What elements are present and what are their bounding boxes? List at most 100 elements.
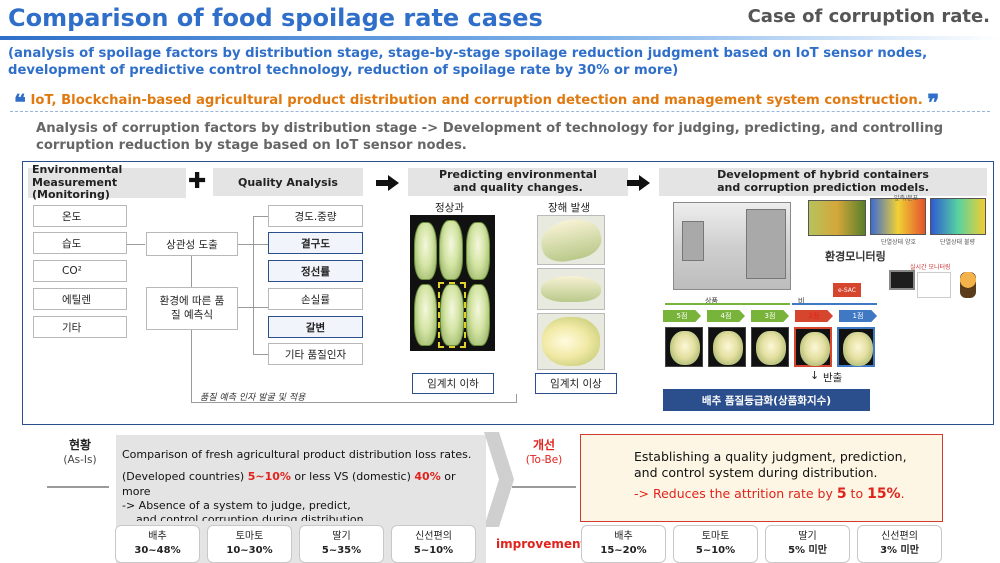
env-factor: CO²: [33, 260, 127, 282]
subtitle-line-1: (analysis of spoilage factors by distrib…: [8, 46, 928, 61]
stage-row: 5점 4점 3점 2점 1점: [663, 310, 877, 322]
hybrid-title-2: and corruption prediction models.: [717, 181, 929, 194]
env-factor: 습도: [33, 232, 127, 254]
to-be-text: Establishing a quality judgment, predict…: [634, 449, 939, 503]
cabbage-grade-image: [751, 327, 789, 367]
to-be-stat: 배추 15~20%: [581, 525, 666, 563]
header-quality-analysis: Quality Analysis: [213, 168, 363, 196]
stage-4: 4점: [707, 310, 745, 322]
above-threshold-box: 임계치 이상: [535, 373, 617, 394]
thermal-image: [930, 198, 986, 235]
cabbage-grade-image: [665, 327, 703, 367]
description-line-1: Analysis of corruption factors by distri…: [36, 121, 944, 136]
cabbage-image: [440, 284, 464, 346]
as-is-stat: 신선편의 5~10%: [391, 525, 476, 563]
monitoring-label: 환경모니터링: [825, 250, 886, 263]
to-be-sub: (To-Be): [525, 454, 563, 466]
to-be-line-1: Establishing a quality judgment, predict…: [634, 449, 907, 464]
dashboard-icon: [917, 272, 951, 298]
cabbage-grade-image: [708, 327, 746, 367]
cabbage-image: [466, 284, 490, 346]
description-line-2: corruption reduction by stage based on I…: [36, 138, 467, 154]
env-measure-title-1: Environmental Measurement: [32, 163, 123, 189]
container-door: [746, 209, 786, 279]
cabbage-grade-image: [837, 327, 875, 367]
to-be-line-3: -> Reduces the attrition rate by 5 to 15…: [634, 485, 905, 502]
connector: [191, 256, 192, 287]
cabbage-image: [414, 284, 437, 346]
quality-factor-highlighted: 결구도: [268, 232, 363, 254]
open-quote-icon: ❝: [14, 90, 26, 116]
as-is-panel: [116, 435, 486, 521]
to-be-stat: 딸기 5% 미만: [765, 525, 850, 563]
container-door: [682, 221, 704, 261]
description: Analysis of corruption factors by distri…: [36, 120, 986, 154]
to-be-rule: [512, 486, 576, 488]
predicting-title-1: Predicting environmental: [439, 168, 597, 182]
plus-icon: ✚: [188, 169, 207, 194]
case-label: Case of corruption rate.: [747, 6, 990, 27]
esac-device: e-SAC: [833, 283, 861, 297]
feedback-connector: [191, 402, 517, 403]
thermal-label: 단열상태 양호: [881, 239, 917, 246]
as-is-rule: [47, 486, 109, 488]
header-env-measure: Environmental Measurement (Monitoring): [28, 163, 186, 201]
highlight-frame: [438, 282, 466, 348]
feedback-connector: [516, 394, 517, 403]
below-threshold-box: 임계치 이하: [412, 373, 494, 394]
env-factor: 온도: [33, 205, 127, 227]
quality-factor: 경도.중량: [268, 205, 363, 227]
cabbage-leaf-image: [541, 276, 601, 302]
quality-factor: 손실률: [268, 288, 363, 310]
process-frame: [22, 161, 994, 425]
realtime-label: 실시간 모니터링: [910, 264, 951, 271]
quality-prediction-box: 환경에 따른 품 질 예측식: [146, 287, 238, 330]
page-title: Comparison of food spoilage rate cases: [8, 4, 543, 32]
quote-text: IoT, Blockchain-based agricultural produ…: [30, 93, 923, 108]
close-quote-icon: ❞: [927, 90, 940, 116]
quality-prediction-line-2: 질 예측식: [171, 308, 213, 321]
correlation-box: 상관성 도출: [146, 232, 238, 256]
product-bar: [665, 303, 790, 305]
stage-1: 1점: [839, 310, 877, 322]
quality-factor-highlighted: 갈변: [268, 316, 363, 338]
as-is-line-3: -> Absence of a system to judge, predict…: [122, 498, 351, 512]
quality-prediction-line-1: 환경에 따른 품: [159, 294, 225, 307]
to-be-stat: 신선편의 3% 미만: [857, 525, 942, 563]
cabbage-half-image: [542, 317, 600, 366]
to-be-stat: 토마토 5~10%: [673, 525, 758, 563]
predicting-title-2: and quality changes.: [453, 181, 583, 194]
as-is-line-2: (Developed countries) 5~10% or less VS (…: [122, 470, 456, 498]
env-factor: 에틸렌: [33, 288, 127, 310]
farmer-icon: [960, 272, 976, 298]
subtitle-line-2: development of predictive control techno…: [8, 62, 679, 78]
thermal-label: 앞측/분포: [894, 195, 919, 202]
as-is-stat: 배추 30~48%: [115, 525, 200, 563]
quote-line: ❝ IoT, Blockchain-based agricultural pro…: [14, 90, 984, 116]
product-label: 상품: [705, 297, 718, 305]
quality-factor-highlighted: 정선률: [268, 260, 363, 282]
env-measure-title-2: (Monitoring): [32, 188, 110, 202]
feedback-note: 품질 예측 인자 발굴 및 적용: [200, 393, 306, 403]
stage-3: 3점: [751, 310, 789, 322]
as-is-stat: 딸기 5~35%: [299, 525, 384, 563]
connector: [191, 330, 192, 402]
chevron-right-icon: [484, 432, 514, 527]
stage-2: 2점: [795, 310, 833, 322]
quote-divider: [10, 111, 990, 112]
improvement-label: improvement: [496, 537, 587, 551]
to-be-line-2: and control system during distribution.: [634, 465, 878, 481]
as-is-heading: 현황: [68, 438, 92, 452]
connector: [127, 244, 145, 245]
arrow-right-icon: [376, 175, 400, 191]
as-is-text: Comparison of fresh agricultural product…: [122, 448, 482, 527]
cabbage-image: [466, 222, 490, 280]
non-product-label: 비: [798, 297, 805, 305]
non-product-bar: [792, 303, 877, 305]
thermal-image: [870, 198, 926, 235]
domestic-rate: 40%: [414, 470, 441, 484]
stage-5: 5점: [663, 310, 701, 322]
subtitle: (analysis of spoilage factors by distrib…: [8, 46, 993, 79]
header-predicting: Predicting environmental and quality cha…: [408, 168, 628, 196]
title-underline: [0, 36, 1000, 40]
